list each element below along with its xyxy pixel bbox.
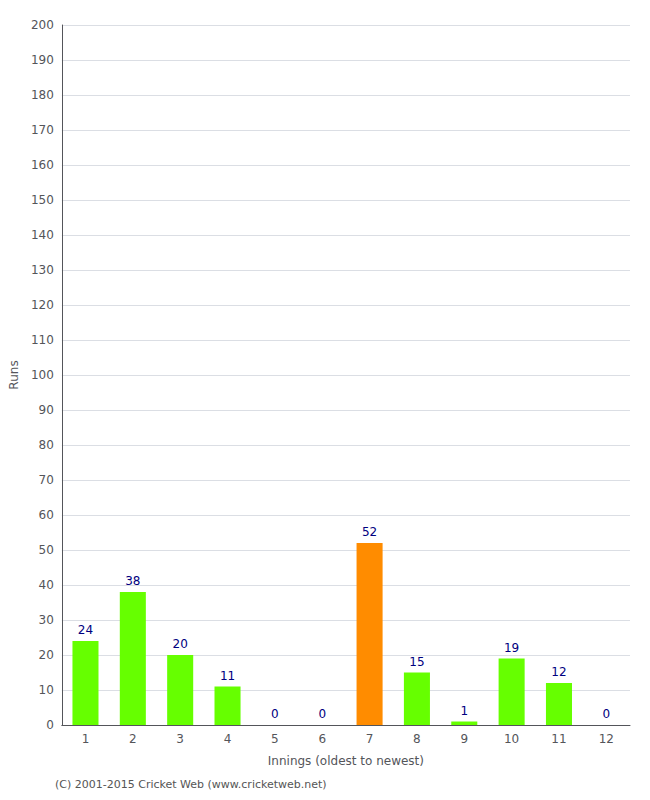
svg-text:120: 120 <box>31 298 54 312</box>
svg-text:0: 0 <box>271 707 279 721</box>
svg-text:Runs: Runs <box>7 360 21 389</box>
svg-text:11: 11 <box>551 732 566 746</box>
svg-text:38: 38 <box>125 574 140 588</box>
svg-text:200: 200 <box>31 18 54 32</box>
svg-text:2: 2 <box>129 732 137 746</box>
svg-text:20: 20 <box>173 637 188 651</box>
svg-text:160: 160 <box>31 158 54 172</box>
svg-text:0: 0 <box>318 707 326 721</box>
svg-text:110: 110 <box>31 333 54 347</box>
svg-text:19: 19 <box>504 641 519 655</box>
svg-text:150: 150 <box>31 193 54 207</box>
svg-text:(C) 2001-2015 Cricket Web (www: (C) 2001-2015 Cricket Web (www.cricketwe… <box>55 778 327 791</box>
svg-text:15: 15 <box>409 655 424 669</box>
svg-text:50: 50 <box>39 543 54 557</box>
svg-text:20: 20 <box>39 648 54 662</box>
svg-text:0: 0 <box>603 707 611 721</box>
svg-text:0: 0 <box>46 718 54 732</box>
svg-text:1: 1 <box>82 732 90 746</box>
svg-text:100: 100 <box>31 368 54 382</box>
svg-text:130: 130 <box>31 263 54 277</box>
svg-text:12: 12 <box>599 732 614 746</box>
svg-text:170: 170 <box>31 123 54 137</box>
svg-text:60: 60 <box>39 508 54 522</box>
svg-text:4: 4 <box>224 732 232 746</box>
svg-text:30: 30 <box>39 613 54 627</box>
svg-text:12: 12 <box>551 665 566 679</box>
svg-text:40: 40 <box>39 578 54 592</box>
svg-text:190: 190 <box>31 53 54 67</box>
svg-text:1: 1 <box>460 704 468 718</box>
svg-text:5: 5 <box>271 732 279 746</box>
svg-text:90: 90 <box>39 403 54 417</box>
svg-text:10: 10 <box>39 683 54 697</box>
svg-text:9: 9 <box>460 732 468 746</box>
svg-text:6: 6 <box>318 732 326 746</box>
svg-text:Innings (oldest to newest): Innings (oldest to newest) <box>268 754 424 768</box>
svg-text:52: 52 <box>362 525 377 539</box>
svg-text:140: 140 <box>31 228 54 242</box>
svg-text:180: 180 <box>31 88 54 102</box>
svg-text:24: 24 <box>78 623 93 637</box>
svg-text:10: 10 <box>504 732 519 746</box>
svg-text:80: 80 <box>39 438 54 452</box>
svg-text:11: 11 <box>220 669 235 683</box>
svg-text:70: 70 <box>39 473 54 487</box>
svg-text:3: 3 <box>176 732 184 746</box>
svg-text:7: 7 <box>366 732 374 746</box>
svg-text:8: 8 <box>413 732 421 746</box>
